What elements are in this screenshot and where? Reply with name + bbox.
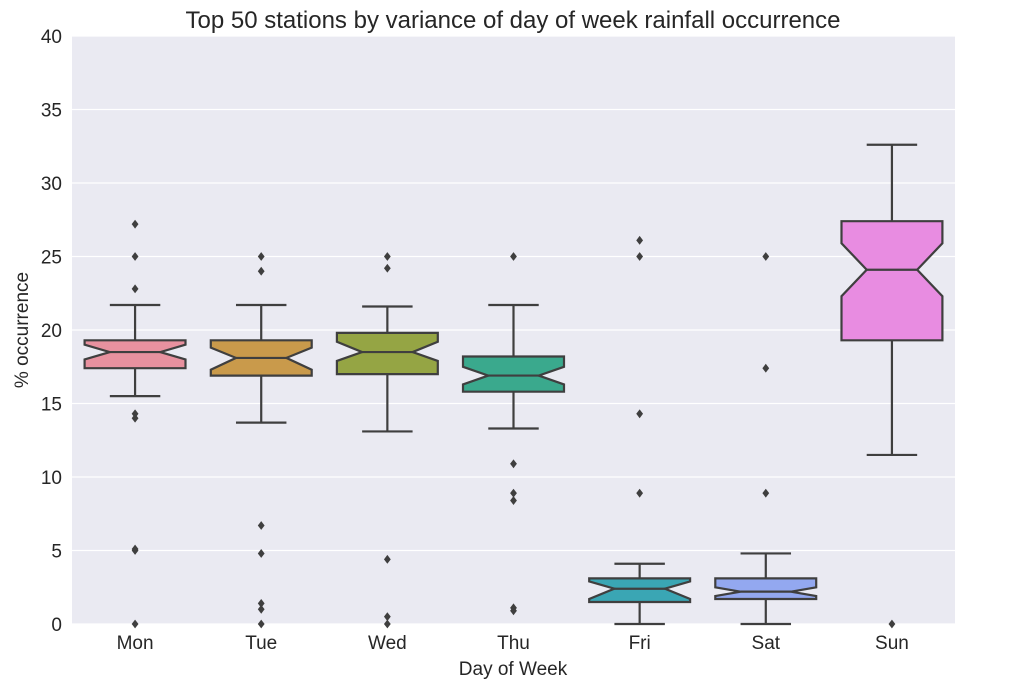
chart-title: Top 50 stations by variance of day of we… — [185, 7, 840, 34]
box-thu — [461, 252, 566, 616]
x-axis-label: Day of Week — [459, 659, 568, 680]
y-tick-label-15: 15 — [41, 395, 62, 416]
flier-tue-4 — [257, 599, 265, 608]
y-tick-label-5: 5 — [51, 542, 62, 563]
flier-tue-3 — [257, 549, 265, 558]
box-sat — [714, 252, 818, 626]
y-tick-label-25: 25 — [41, 248, 62, 269]
x-tick-label-sun: Sun — [875, 633, 909, 654]
y-axis-label: % occurrence — [12, 272, 33, 388]
flier-sun-0 — [888, 619, 896, 629]
y-tick-labels: 0 5 10 15 20 25 30 35 40 — [41, 27, 62, 636]
boxes — [83, 143, 944, 629]
y-tick-label-30: 30 — [41, 174, 62, 195]
flier-thu-0 — [510, 252, 517, 261]
flier-thu-5 — [510, 606, 517, 616]
flier-wed-2 — [383, 554, 391, 564]
flier-mon-1 — [131, 252, 139, 261]
box-body-mon — [83, 339, 187, 370]
y-tick-label-10: 10 — [41, 468, 62, 489]
box-body-wed — [335, 331, 439, 376]
y-tick-label-35: 35 — [41, 101, 62, 122]
x-tick-labels: Mon Tue Wed Thu Fri Sat Sun — [117, 633, 909, 654]
x-tick-label-thu: Thu — [497, 633, 530, 654]
flier-tue-2 — [257, 521, 265, 530]
flier-mon-7 — [131, 619, 139, 629]
flier-mon-2 — [131, 284, 139, 294]
box-tue — [209, 252, 313, 629]
box-body-sun — [840, 220, 944, 342]
flier-sat-0 — [762, 252, 770, 261]
y-tick-label-0: 0 — [51, 615, 62, 636]
flier-tue-5 — [257, 604, 265, 614]
flier-mon-6 — [131, 546, 139, 555]
flier-tue-6 — [257, 619, 265, 629]
flier-tue-1 — [257, 266, 265, 276]
box-wed — [335, 252, 439, 629]
flier-wed-4 — [383, 619, 391, 629]
flier-fri-3 — [636, 488, 644, 498]
flier-tue-0 — [257, 252, 265, 261]
flier-wed-3 — [383, 612, 391, 622]
flier-sat-1 — [762, 363, 770, 373]
flier-sat-2 — [762, 488, 770, 498]
flier-fri-1 — [636, 252, 644, 261]
y-tick-label-20: 20 — [41, 321, 62, 342]
x-tick-label-wed: Wed — [368, 633, 407, 654]
flier-thu-2 — [510, 488, 517, 498]
flier-thu-1 — [510, 459, 517, 469]
y-tick-label-40: 40 — [41, 27, 62, 48]
box-sun — [840, 143, 944, 629]
flier-thu-3 — [510, 496, 517, 505]
x-tick-label-tue: Tue — [245, 633, 277, 654]
x-tick-label-sat: Sat — [752, 633, 781, 654]
box-body-thu — [461, 355, 566, 393]
box-mon — [83, 219, 187, 629]
box-body-fri — [588, 577, 692, 604]
flier-fri-2 — [636, 409, 644, 419]
x-tick-label-mon: Mon — [117, 633, 154, 654]
x-tick-label-fri: Fri — [629, 633, 651, 654]
flier-fri-0 — [636, 235, 644, 245]
box-body-sat — [714, 577, 818, 601]
flier-wed-1 — [383, 263, 391, 273]
flier-wed-0 — [383, 252, 391, 261]
flier-mon-0 — [131, 219, 139, 229]
flier-mon-4 — [131, 413, 139, 423]
box-fri — [588, 235, 692, 626]
